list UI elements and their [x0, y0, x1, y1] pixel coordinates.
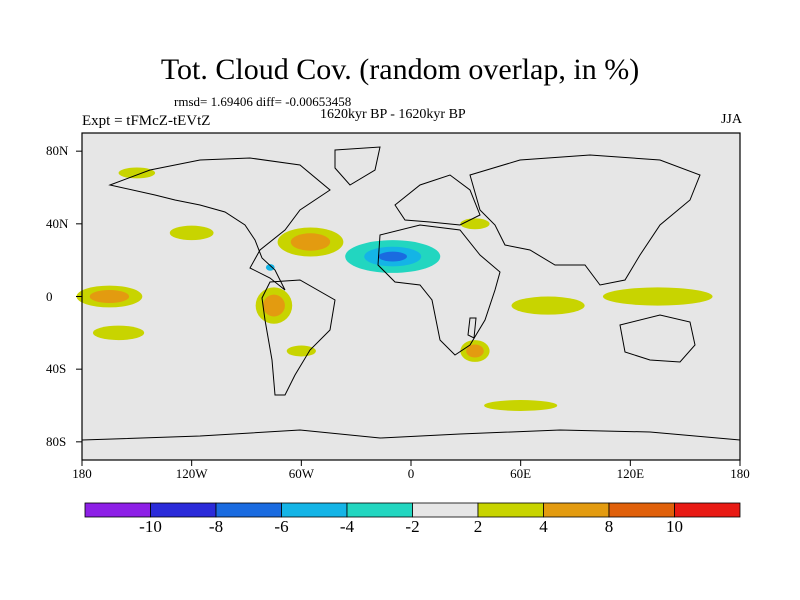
anomaly-region: [83, 227, 136, 239]
anomaly-region: [173, 432, 357, 451]
x-tick-label: 60E: [510, 466, 532, 481]
colorbar-swatch: [150, 502, 217, 518]
anomaly-region: [92, 325, 145, 341]
colorbar-swatch: [281, 502, 348, 518]
colorbar-swatch: [346, 502, 413, 518]
experiment-label: Expt = tFMcZ-tEVtZ: [82, 113, 211, 129]
anomaly-region: [443, 162, 488, 177]
colorbar-label: -2: [405, 517, 420, 536]
anomaly-core: [265, 264, 275, 271]
colorbar-label: -8: [208, 517, 224, 536]
colorbar-swatch: [215, 502, 282, 518]
colorbar-swatch: [674, 502, 741, 518]
anomaly-region: [511, 296, 585, 315]
x-tick-label: 60W: [288, 466, 314, 481]
anomaly-region: [460, 218, 490, 230]
anomaly-regions: [76, 158, 713, 451]
anomaly-region: [484, 400, 558, 411]
antarctica-coast: [81, 429, 741, 441]
colorbar-label: 2: [473, 517, 483, 536]
colorbar-swatch: [543, 502, 610, 518]
anomaly-core: [290, 233, 331, 251]
australia-coast: [619, 314, 696, 363]
x-tick-label: 180: [730, 466, 750, 481]
anomaly-region: [602, 287, 713, 306]
asia-coast: [469, 154, 701, 286]
colorbar-swatch: [477, 502, 544, 518]
north-america-coast: [108, 157, 331, 291]
colorbar-label: 8: [604, 517, 614, 536]
x-tick-label: 120W: [175, 466, 208, 481]
madagascar-coast: [467, 317, 477, 339]
africa-coast: [377, 224, 501, 356]
greenland-coast: [334, 146, 381, 186]
anomaly-core: [378, 251, 407, 262]
anomaly-region: [524, 271, 554, 286]
period-label: 1620kyr BP - 1620kyr BP: [320, 107, 466, 122]
anomaly-region: [286, 345, 316, 357]
europe-coast: [394, 174, 481, 226]
colorbar-swatch: [608, 502, 675, 518]
stats-line: rmsd= 1.69406 diff= -0.00653458: [174, 94, 352, 109]
anomaly-region: [644, 243, 689, 259]
anomaly-region: [590, 245, 634, 257]
anomaly-core: [89, 289, 130, 304]
colorbar-label: -10: [139, 517, 162, 536]
colorbar-label: 10: [666, 517, 683, 536]
colorbar-label: -6: [274, 517, 289, 536]
y-tick-label: 40S: [46, 361, 67, 377]
anomaly-region: [425, 325, 470, 341]
colorbar: [84, 502, 741, 518]
x-tick-label: 0: [407, 466, 415, 481]
anomaly-core: [262, 294, 285, 317]
coastlines: [81, 146, 741, 441]
y-tick-label: 0: [46, 288, 53, 304]
anomaly-region: [85, 272, 189, 284]
x-tick-label: 180: [72, 466, 92, 481]
anomaly-region: [571, 158, 616, 173]
x-ticks: [81, 460, 741, 466]
colorbar-swatch: [412, 502, 479, 518]
y-tick-label: 80N: [46, 143, 69, 159]
y-tick-label: 40N: [46, 215, 69, 231]
anomaly-region: [306, 327, 351, 339]
y-tick-label: 80S: [46, 433, 67, 449]
south-america-coast: [261, 279, 336, 396]
anomaly-region: [337, 160, 375, 172]
anomaly-region: [264, 272, 448, 284]
colorbar-label: 4: [539, 517, 548, 536]
colorbar-swatch: [84, 502, 151, 518]
y-ticks: [76, 150, 82, 443]
anomaly-region: [169, 225, 214, 241]
map-title: Tot. Cloud Cov. (random overlap, in %): [160, 53, 640, 86]
colorbar-label: -4: [339, 517, 355, 536]
anomaly-region: [129, 390, 181, 402]
anomaly-region: [118, 167, 156, 179]
x-tick-label: 120E: [616, 466, 645, 481]
season-label: JJA: [720, 112, 742, 127]
anomaly-core: [466, 344, 484, 358]
